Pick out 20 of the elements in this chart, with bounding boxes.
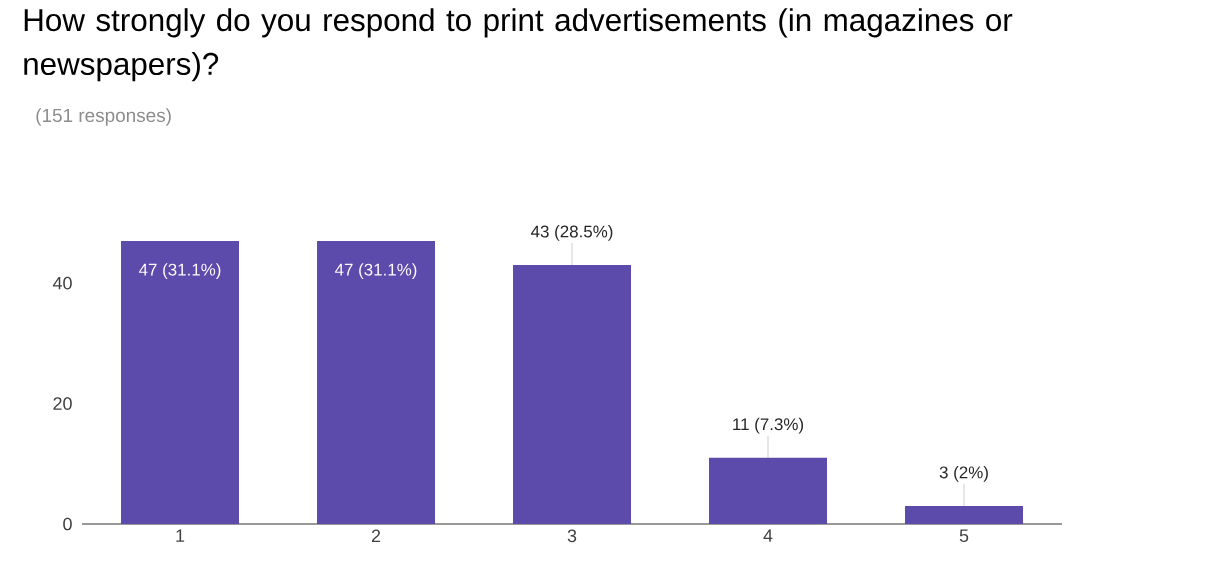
x-tick-label: 5 xyxy=(959,529,969,543)
bar xyxy=(121,240,240,524)
data-label: 43 (28.5%) xyxy=(530,225,613,241)
x-tick-label: 3 xyxy=(567,529,577,543)
data-label: 47 (31.1%) xyxy=(334,263,417,279)
x-tick-label: 1 xyxy=(176,529,185,542)
data-label: 47 (31.1%) xyxy=(138,263,221,279)
bar xyxy=(317,240,436,524)
bar xyxy=(905,505,1024,524)
data-label: 11 (7.3%) xyxy=(733,417,804,434)
data-label: 3 (2%) xyxy=(939,465,988,482)
y-tick-label: 20 xyxy=(53,397,72,410)
y-tick-label: 0 xyxy=(63,517,72,531)
bar xyxy=(513,265,632,524)
bar xyxy=(709,457,828,524)
x-tick-label: 2 xyxy=(371,529,381,543)
x-tick-label: 4 xyxy=(763,529,773,542)
chart-subtitle: (151 responses) xyxy=(36,108,171,126)
chart-title: How strongly do you respond to print advertisements (in magazines or newspapers)? xyxy=(24,8,1013,82)
y-tick-label: 40 xyxy=(52,276,72,290)
